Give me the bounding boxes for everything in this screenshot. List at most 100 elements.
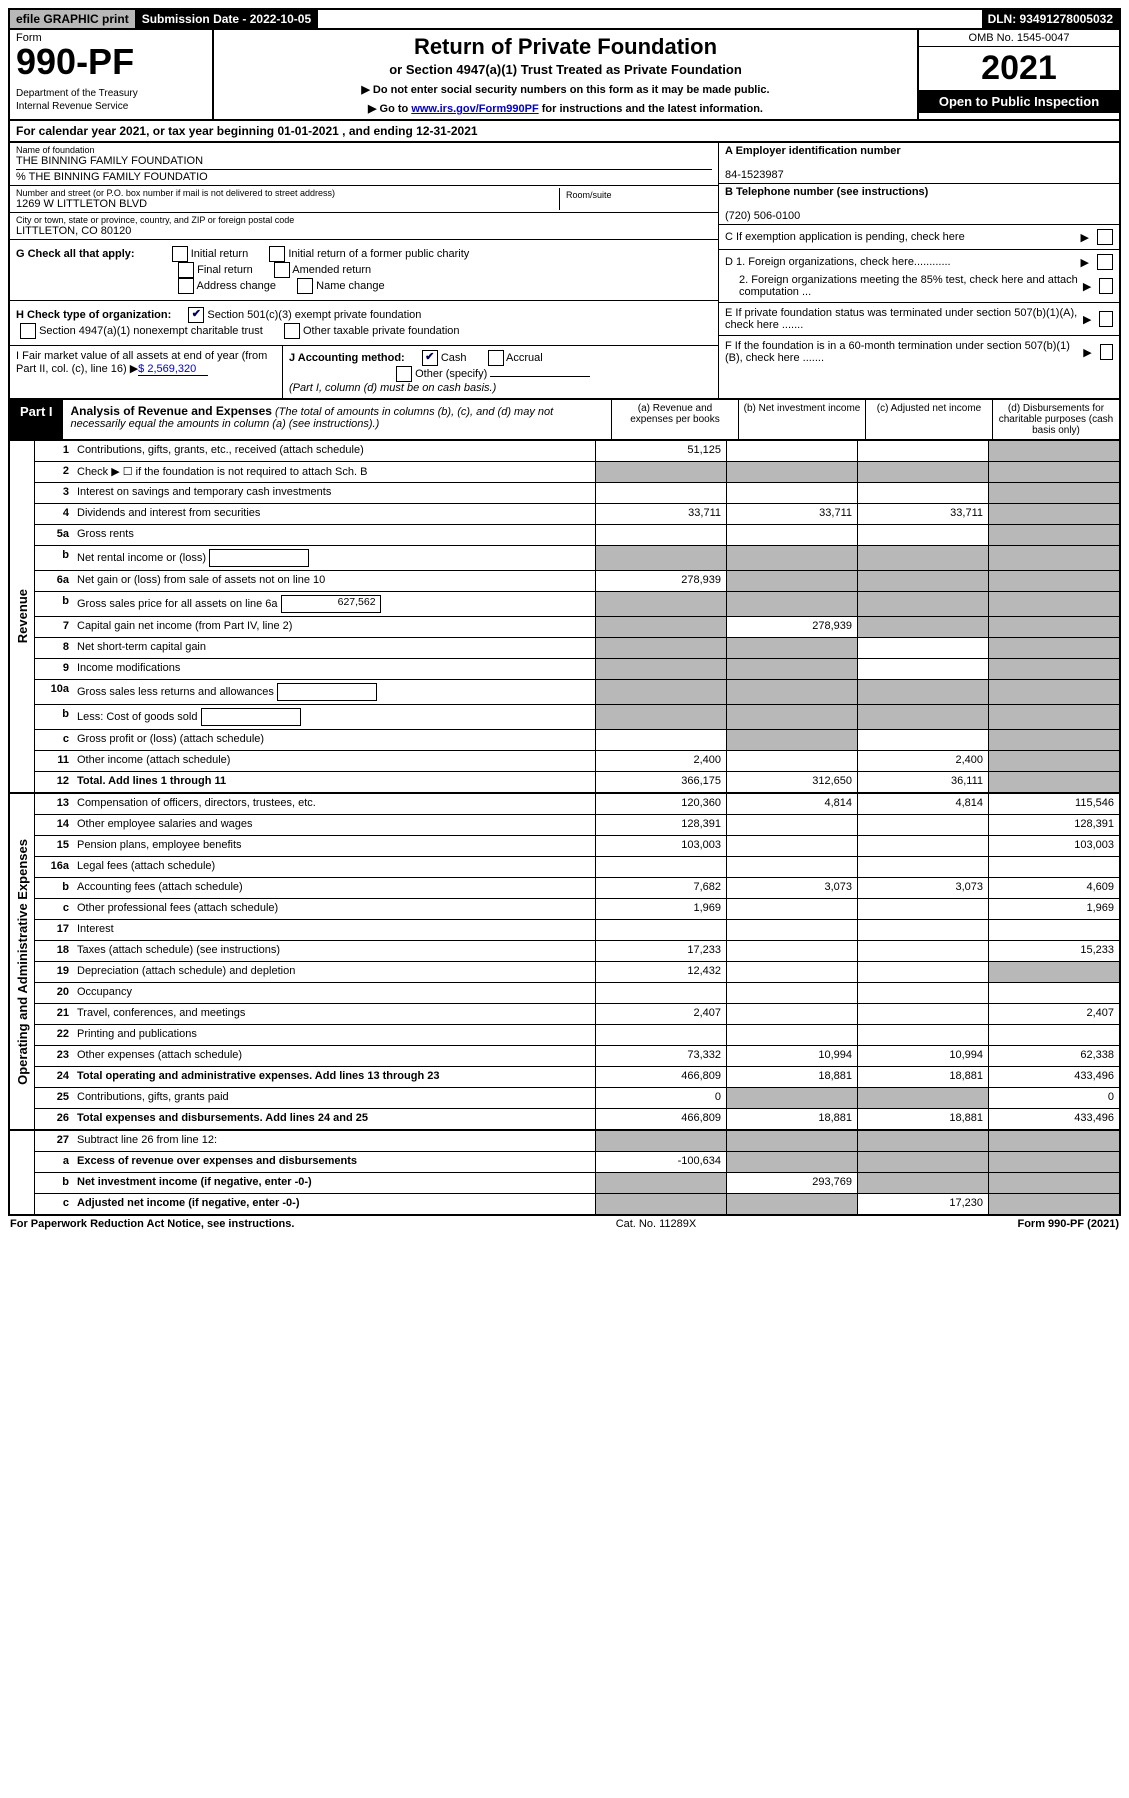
line-label: Excess of revenue over expenses and disb… — [73, 1152, 595, 1172]
table-row: 22Printing and publications — [35, 1025, 1119, 1046]
table-row: 18Taxes (attach schedule) (see instructi… — [35, 941, 1119, 962]
ck-e[interactable] — [1099, 311, 1113, 327]
amount-cell — [857, 525, 988, 545]
ck-d1[interactable] — [1097, 254, 1113, 270]
table-row: 3Interest on savings and temporary cash … — [35, 483, 1119, 504]
table-row: 12Total. Add lines 1 through 11366,17531… — [35, 772, 1119, 792]
amount-cell — [857, 983, 988, 1003]
amount-cell: 4,814 — [726, 794, 857, 814]
amount-cell — [726, 962, 857, 982]
ck-cash[interactable] — [422, 350, 438, 366]
table-row: bLess: Cost of goods sold — [35, 705, 1119, 730]
line-label: Interest on savings and temporary cash i… — [73, 483, 595, 503]
line-label: Other professional fees (attach schedule… — [73, 899, 595, 919]
ck-other-method[interactable] — [396, 366, 412, 382]
expenses-table: Operating and Administrative Expenses 13… — [8, 794, 1121, 1131]
amount-cell: 366,175 — [595, 772, 726, 792]
line-number: 17 — [35, 920, 73, 940]
ck-d2[interactable] — [1099, 278, 1113, 294]
amount-cell: 33,711 — [857, 504, 988, 524]
part1-tag: Part I — [10, 400, 63, 439]
amount-cell — [857, 1152, 988, 1172]
line-label: Subtract line 26 from line 12: — [73, 1131, 595, 1151]
col-a-hdr: (a) Revenue and expenses per books — [611, 400, 738, 439]
line-label: Other income (attach schedule) — [73, 751, 595, 771]
line-label: Gross sales less returns and allowances — [73, 680, 595, 704]
ck-4947a1[interactable] — [20, 323, 36, 339]
ck-address-change[interactable] — [178, 278, 194, 294]
ck-initial-return[interactable] — [172, 246, 188, 262]
line-number: b — [35, 1173, 73, 1193]
line-number: 4 — [35, 504, 73, 524]
line-number: 14 — [35, 815, 73, 835]
amount-cell: 128,391 — [988, 815, 1119, 835]
part1-title: Analysis of Revenue and Expenses — [71, 404, 272, 418]
line-number: c — [35, 730, 73, 750]
amount-cell — [988, 751, 1119, 771]
line-number: 2 — [35, 462, 73, 482]
amount-cell — [595, 592, 726, 616]
amount-cell — [726, 857, 857, 877]
ck-amended[interactable] — [274, 262, 290, 278]
ein-label: A Employer identification number — [725, 145, 901, 157]
line-label: Gross rents — [73, 525, 595, 545]
amount-cell — [988, 525, 1119, 545]
ck-initial-former[interactable] — [269, 246, 285, 262]
amount-cell — [857, 730, 988, 750]
open-to-public: Open to Public Inspection — [919, 90, 1119, 113]
line-label: Income modifications — [73, 659, 595, 679]
amount-cell: 12,432 — [595, 962, 726, 982]
ck-final-return[interactable] — [178, 262, 194, 278]
expenses-side-label: Operating and Administrative Expenses — [10, 794, 35, 1129]
instructions-link[interactable]: www.irs.gov/Form990PF — [411, 103, 538, 115]
telephone: (720) 506-0100 — [725, 210, 800, 222]
amount-cell — [988, 705, 1119, 729]
arrow-icon: ▶ — [1083, 346, 1091, 359]
line-number: a — [35, 1152, 73, 1172]
j-opt-2: Other (specify) — [415, 368, 487, 380]
amount-cell: 4,609 — [988, 878, 1119, 898]
tel-cell: B Telephone number (see instructions) (7… — [719, 184, 1119, 225]
amount-cell — [988, 638, 1119, 658]
ck-name-change[interactable] — [297, 278, 313, 294]
amount-cell: 312,650 — [726, 772, 857, 792]
efile-graphic-print[interactable]: efile GRAPHIC print — [10, 10, 136, 28]
year-box: OMB No. 1545-0047 2021 Open to Public In… — [917, 30, 1119, 119]
table-row: 16aLegal fees (attach schedule) — [35, 857, 1119, 878]
line-number: 24 — [35, 1067, 73, 1087]
amount-cell — [988, 592, 1119, 616]
ck-f[interactable] — [1100, 344, 1113, 360]
addr-label: Number and street (or P.O. box number if… — [16, 188, 559, 198]
f-text: F If the foundation is in a 60-month ter… — [725, 340, 1083, 364]
ck-accrual[interactable] — [488, 350, 504, 366]
h-opt-0: Section 501(c)(3) exempt private foundat… — [207, 309, 421, 321]
amount-cell — [595, 1194, 726, 1214]
h-opt-1: Section 4947(a)(1) nonexempt charitable … — [39, 325, 263, 337]
line-number: 23 — [35, 1046, 73, 1066]
amount-cell — [595, 483, 726, 503]
amount-cell — [988, 441, 1119, 461]
amount-cell: 0 — [988, 1088, 1119, 1108]
amount-cell — [988, 680, 1119, 704]
title-block: Form 990-PF Department of the Treasury I… — [8, 30, 1121, 121]
line-label: Dividends and interest from securities — [73, 504, 595, 524]
line-label: Gross profit or (loss) (attach schedule) — [73, 730, 595, 750]
amount-cell — [726, 483, 857, 503]
amount-cell: 466,809 — [595, 1109, 726, 1129]
amount-cell: 103,003 — [595, 836, 726, 856]
ck-other-taxable[interactable] — [284, 323, 300, 339]
j-opt-1: Accrual — [506, 352, 543, 364]
amount-cell — [988, 659, 1119, 679]
table-row: 5aGross rents — [35, 525, 1119, 546]
amount-cell — [726, 1152, 857, 1172]
top-bar: efile GRAPHIC print Submission Date - 20… — [8, 8, 1121, 30]
ck-501c3[interactable] — [188, 307, 204, 323]
amount-cell — [857, 659, 988, 679]
g-opt-1: Initial return of a former public charit… — [288, 248, 469, 260]
j-opt-0: Cash — [441, 352, 467, 364]
title-h1: Return of Private Foundation — [224, 34, 907, 60]
amount-cell: 433,496 — [988, 1067, 1119, 1087]
line-label: Interest — [73, 920, 595, 940]
ck-c[interactable] — [1097, 229, 1113, 245]
ij-row: I Fair market value of all assets at end… — [10, 346, 718, 398]
